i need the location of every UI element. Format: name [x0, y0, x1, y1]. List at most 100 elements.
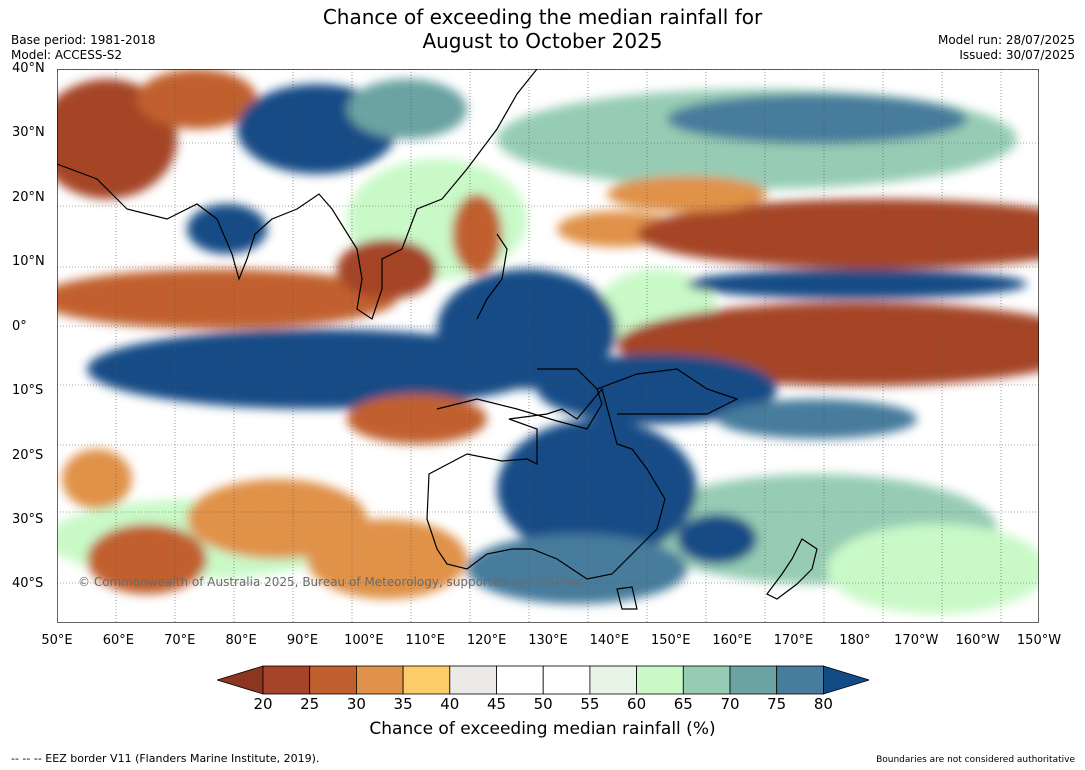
issued-date: Issued: 30/07/2025	[959, 48, 1075, 62]
colorbar-tick-label: 50	[533, 695, 553, 713]
field-patch	[187, 204, 267, 254]
lon-label: 180°	[839, 633, 871, 648]
colorbar	[217, 665, 869, 695]
colorbar-cell	[262, 665, 311, 695]
colorbar-tick-label: 80	[813, 695, 833, 713]
field-patch	[667, 94, 967, 144]
coastlines	[57, 69, 818, 610]
colorbar-cell	[776, 665, 824, 695]
field-patch	[87, 524, 207, 594]
field-patch	[62, 449, 132, 509]
lon-label: 170°W	[894, 633, 939, 648]
philippines-coastline	[476, 233, 508, 320]
asia-coastline	[57, 69, 538, 320]
field-patch	[537, 354, 777, 424]
lat-label: 40°N	[12, 61, 45, 76]
lat-label: 30°N	[12, 125, 45, 141]
meta-left: Base period: 1981-2018 Model: ACCESS-S2	[11, 33, 156, 63]
field-patch	[637, 199, 1039, 269]
colorbar-cell	[449, 665, 497, 695]
indonesia-coastline	[436, 368, 603, 430]
colorbar-cell	[309, 665, 357, 695]
lon-label: 150°E	[650, 633, 691, 648]
field-patch	[137, 69, 257, 129]
colorbar-tick-label: 25	[300, 695, 320, 713]
field-patch	[607, 176, 767, 212]
lon-label: 140°E	[589, 633, 630, 648]
lon-label: 160°E	[712, 633, 752, 648]
colorbar-tick-label: 20	[253, 695, 273, 713]
colorbar-tick-label: 70	[720, 695, 740, 713]
colorbar-tick-label: 55	[580, 695, 600, 713]
colorbar-cell	[496, 665, 544, 695]
colorbar-label: Chance of exceeding median rainfall (%)	[369, 719, 716, 739]
field-patch	[452, 194, 502, 274]
map-title-line-1: Chance of exceeding the median rainfall …	[322, 5, 763, 29]
lon-label: 120°E	[466, 633, 507, 648]
lon-label: 100°E	[344, 633, 384, 648]
lon-label: 110°E	[405, 633, 446, 648]
model-name: Model: ACCESS-S2	[11, 48, 123, 62]
colorbar-tick-label: 35	[393, 695, 413, 713]
lon-label: 90°E	[286, 633, 319, 648]
lat-label: 10°N	[12, 254, 45, 270]
colorbar-tick-label: 60	[627, 695, 647, 713]
eez-legend-note: -- -- -- EEZ border V11 (Flanders Marine…	[11, 752, 320, 765]
model-run: Model run: 28/07/2025	[937, 33, 1075, 47]
field-patch	[677, 514, 757, 564]
colorbar-cell	[682, 665, 731, 695]
lon-label: 50°E	[41, 633, 73, 648]
australia-coastline	[426, 387, 666, 580]
colorbar-tick-label: 65	[673, 695, 693, 713]
lat-label: 10°S	[12, 383, 44, 399]
map-frame	[57, 69, 1039, 623]
field-patch	[347, 394, 487, 444]
field-patch	[827, 524, 1039, 614]
meta-right: Model run: 28/07/2025 Issued: 30/07/2025	[938, 33, 1075, 63]
field-patch	[717, 399, 917, 439]
lat-label: 30°S	[12, 511, 44, 527]
lon-label: 170°E	[773, 633, 814, 648]
lat-label: 20°S	[12, 447, 44, 463]
tasmania-coastline	[616, 586, 638, 610]
new-zealand-coastline	[766, 538, 818, 600]
boundary-disclaimer: Boundaries are not considered authoritat…	[876, 755, 1075, 765]
colorbar-cell	[589, 665, 637, 695]
colorbar-cell	[636, 665, 684, 695]
field-patch	[437, 269, 617, 389]
field-patch	[337, 239, 437, 299]
rainfall-map[interactable]	[57, 69, 1039, 623]
new-guinea-coastline	[596, 368, 739, 415]
graticule	[57, 69, 1039, 623]
colorbar-cells	[217, 665, 869, 695]
lon-label: 160°W	[955, 633, 1000, 648]
field-patch	[57, 269, 397, 329]
field-patch	[467, 534, 687, 604]
field-patch	[347, 79, 467, 139]
lon-label: 80°E	[225, 633, 257, 648]
colorbar-tick-label: 30	[346, 695, 366, 713]
base-period: Base period: 1981-2018	[11, 33, 156, 47]
map-title-line-2: August to October 2025	[422, 29, 663, 53]
lon-label: 70°E	[164, 633, 196, 648]
colorbar-over-arrow	[823, 665, 869, 695]
lat-label: 0°	[12, 318, 27, 334]
lon-label: 130°E	[528, 633, 568, 648]
colorbar-cell	[402, 665, 451, 695]
colorbar-tick-label: 40	[440, 695, 460, 713]
colorbar-cell	[355, 665, 404, 695]
colorbar-tick-label: 45	[486, 695, 507, 713]
colorbar-cell	[542, 665, 591, 695]
colorbar-under-arrow	[217, 665, 264, 695]
colorbar-tick-label: 75	[767, 695, 787, 713]
map-title: Chance of exceeding the median rainfall …	[0, 5, 1085, 53]
lon-label: 150°W	[1016, 633, 1062, 648]
lon-label: 60°E	[102, 633, 135, 648]
field-patch	[87, 329, 547, 409]
lat-label: 40°S	[12, 576, 44, 592]
field-patch	[687, 269, 1027, 299]
colorbar-cell	[729, 665, 778, 695]
field-patch	[307, 519, 467, 599]
copyright-notice: © Commonwealth of Australia 2025, Bureau…	[78, 575, 584, 589]
lat-label: 20°N	[12, 189, 45, 205]
